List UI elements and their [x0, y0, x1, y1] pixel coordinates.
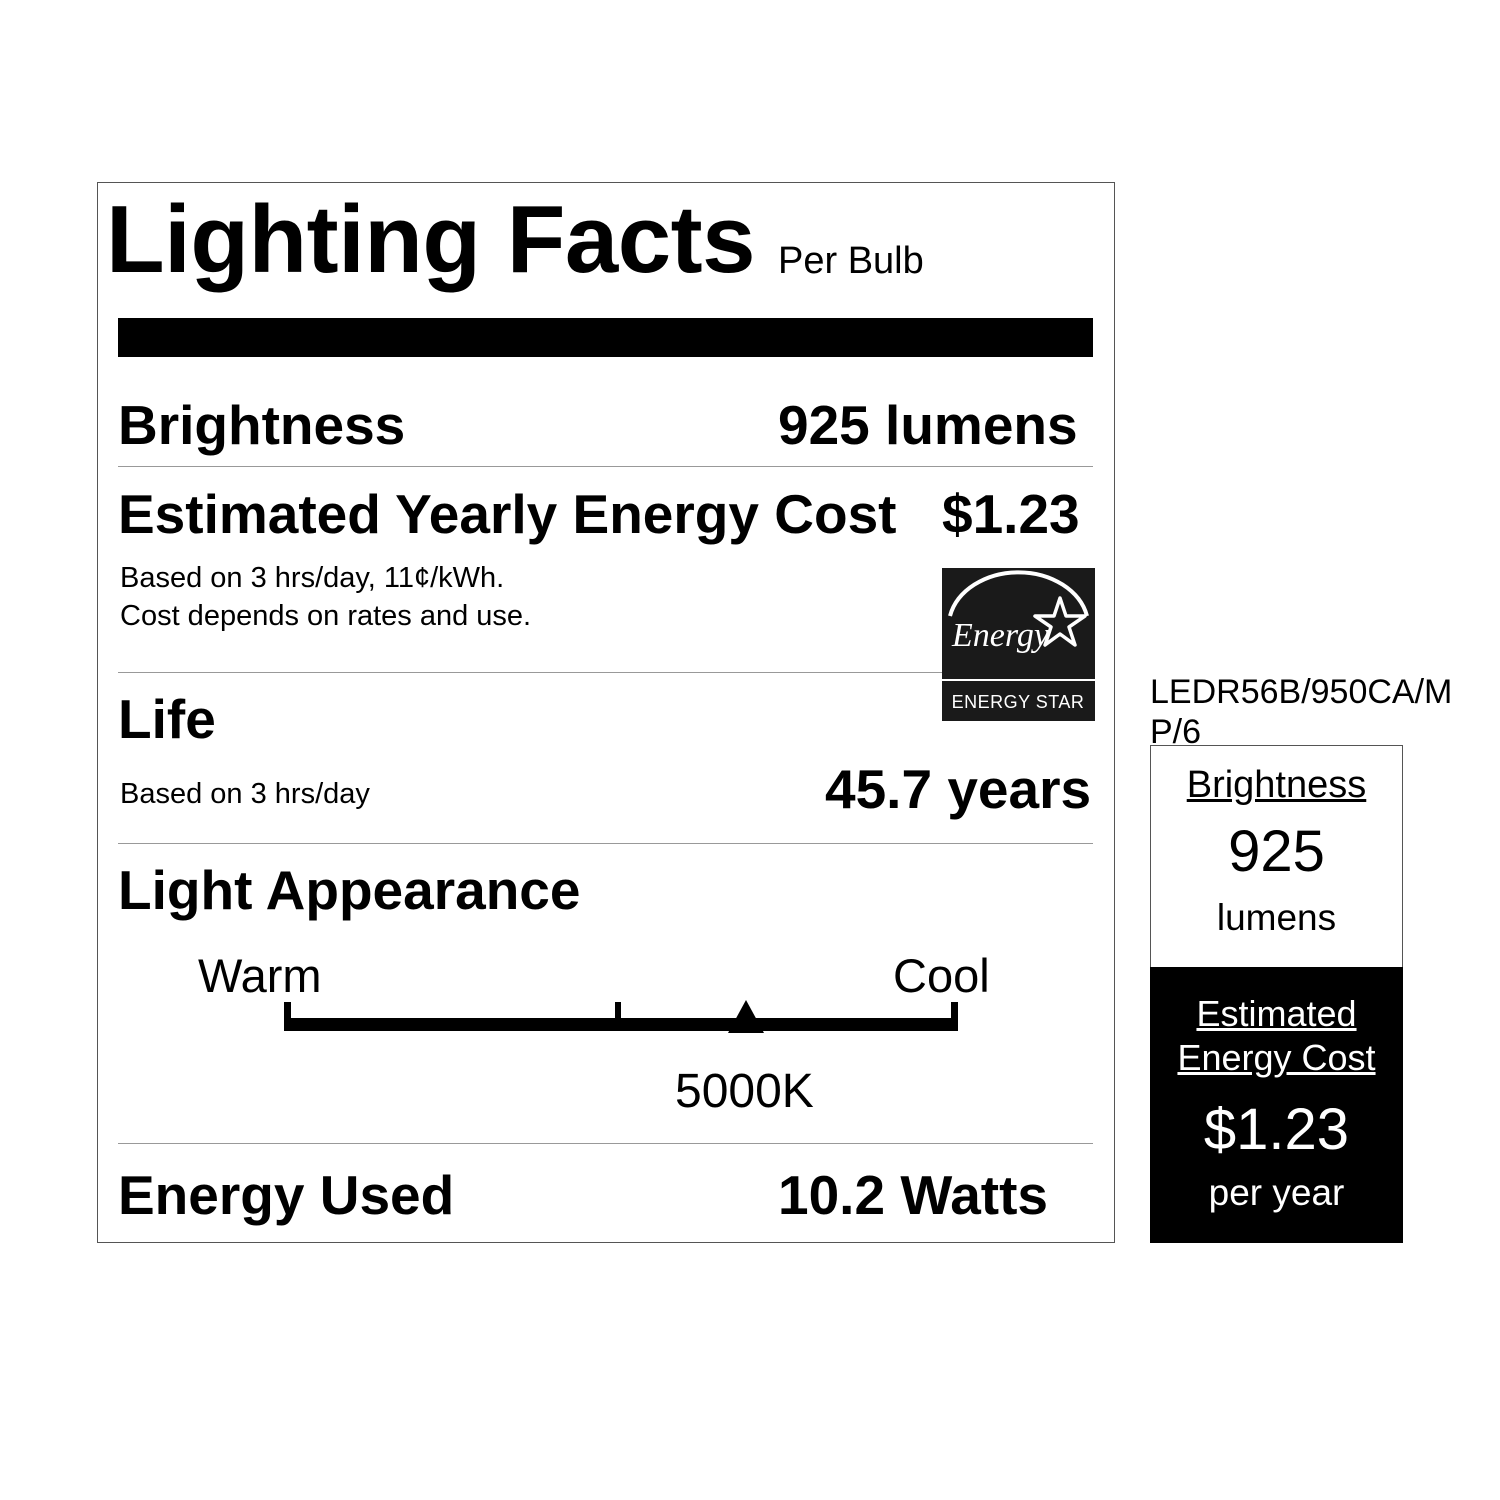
- svg-text:Energy: Energy: [951, 617, 1050, 654]
- svg-text:ENERGY STAR: ENERGY STAR: [952, 692, 1085, 712]
